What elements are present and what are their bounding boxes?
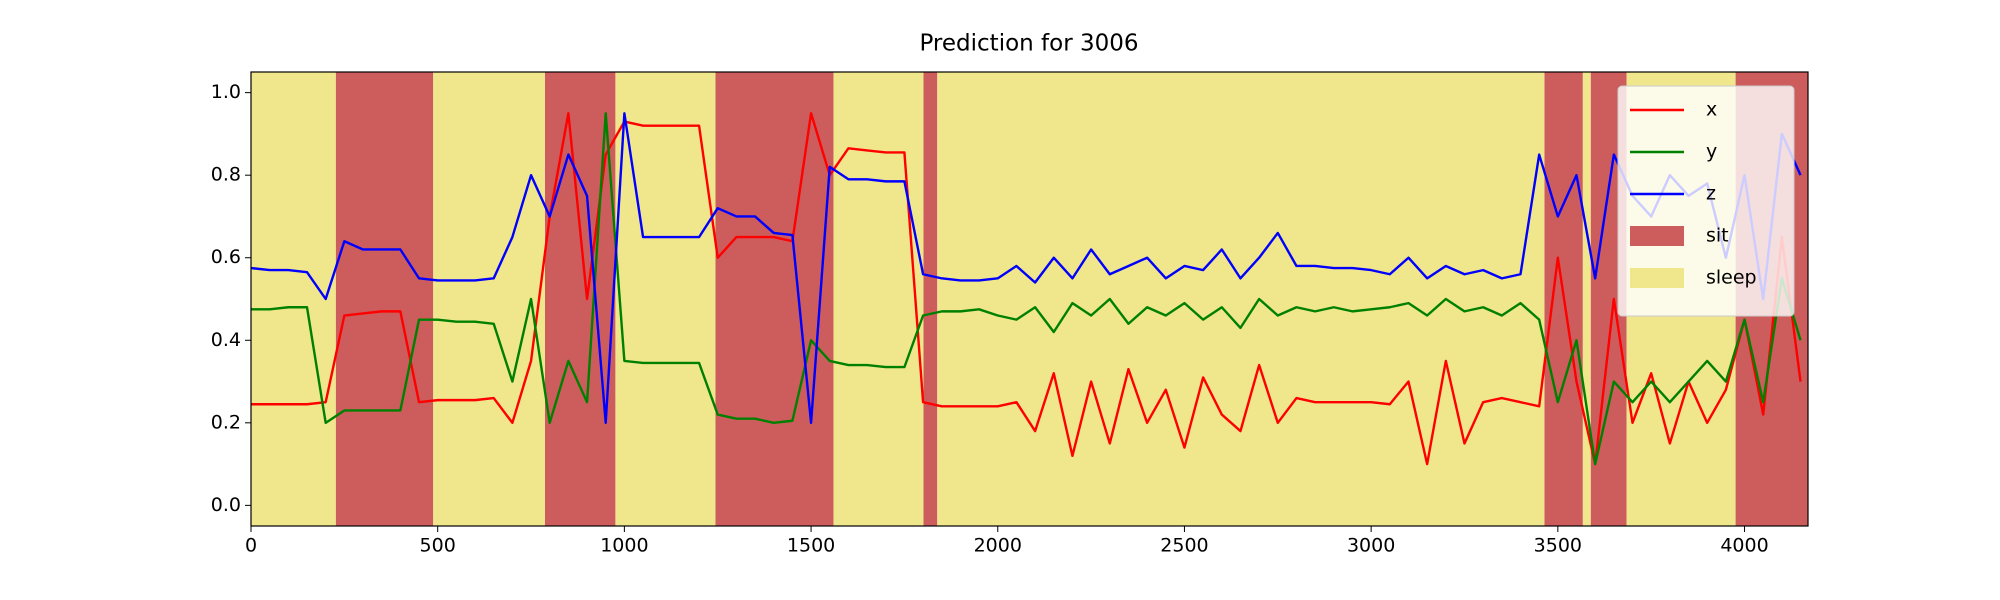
- x-tick-label: 0: [245, 535, 257, 557]
- region-span: [335, 72, 434, 526]
- y-tick-label: 0.2: [211, 411, 241, 433]
- y-tick-label: 1.0: [211, 81, 241, 103]
- legend-label: sleep: [1706, 267, 1757, 289]
- legend-swatch: [1630, 226, 1684, 246]
- legend-box: [1617, 85, 1795, 317]
- series-line: [251, 112, 1802, 466]
- legend-label: z: [1706, 183, 1716, 205]
- region-span: [251, 72, 336, 526]
- legend-label: x: [1706, 99, 1717, 121]
- y-tick-label: 0.8: [211, 164, 241, 186]
- chart-title: Prediction for 3006: [919, 31, 1138, 57]
- region-span: [833, 72, 924, 526]
- legend-label: y: [1706, 141, 1717, 163]
- x-tick-label: 500: [420, 535, 456, 557]
- y-tick-label: 0.4: [211, 329, 241, 351]
- region-span: [615, 72, 716, 526]
- plot-area: [251, 72, 1808, 526]
- x-tick-label: 1000: [600, 535, 648, 557]
- x-tick-label: 4000: [1720, 535, 1768, 557]
- region-span: [1582, 72, 1591, 526]
- region-span: [923, 72, 938, 526]
- legend-swatch: [1630, 268, 1684, 288]
- series-line: [251, 112, 1802, 425]
- x-tick-label: 3500: [1534, 535, 1582, 557]
- x-tick-label: 1500: [787, 535, 835, 557]
- legend-label: sit: [1706, 225, 1729, 247]
- x-tick-label: 3000: [1347, 535, 1395, 557]
- x-tick-label: 2000: [974, 535, 1022, 557]
- y-tick-label: 0.6: [211, 246, 241, 268]
- region-span: [937, 72, 1545, 526]
- series-line: [251, 112, 1802, 466]
- x-tick-label: 2500: [1160, 535, 1208, 557]
- region-span: [433, 72, 545, 526]
- y-tick-label: 0.0: [211, 494, 241, 516]
- region-span: [715, 72, 834, 526]
- axes-frame: [250, 71, 1809, 527]
